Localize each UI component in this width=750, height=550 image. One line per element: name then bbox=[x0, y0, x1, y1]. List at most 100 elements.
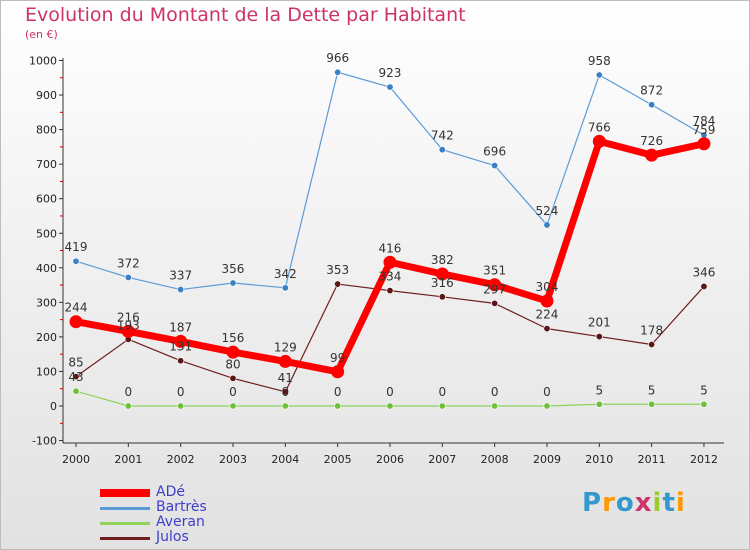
data-label-julos: 224 bbox=[536, 308, 559, 322]
data-label-julos: 201 bbox=[588, 316, 611, 330]
data-point-ade bbox=[331, 365, 345, 379]
data-point-julos bbox=[700, 282, 708, 290]
data-point-bartres bbox=[648, 101, 656, 109]
data-point-ade bbox=[278, 354, 292, 368]
x-tick-label: 2002 bbox=[167, 453, 195, 466]
data-point-ade bbox=[592, 134, 606, 148]
data-point-ade bbox=[540, 294, 554, 308]
data-label-bartres: 958 bbox=[588, 54, 611, 68]
data-label-ade: 726 bbox=[640, 134, 663, 148]
data-label-bartres: 696 bbox=[483, 145, 506, 159]
proxiti-logo: Proxiti bbox=[582, 488, 686, 518]
data-label-julos: 85 bbox=[68, 356, 83, 370]
data-label-ade: 99 bbox=[330, 351, 345, 365]
data-point-averan bbox=[229, 402, 237, 410]
data-point-ade bbox=[697, 137, 711, 151]
data-label-julos: 80 bbox=[225, 357, 240, 371]
data-label-ade: 416 bbox=[379, 241, 402, 255]
data-point-bartres bbox=[386, 83, 394, 91]
data-label-averan: 5 bbox=[648, 383, 656, 397]
data-point-ade bbox=[174, 334, 188, 348]
legend-label-ade: ADé bbox=[156, 484, 185, 500]
y-tick-label: 600 bbox=[36, 193, 57, 206]
data-point-bartres bbox=[229, 279, 237, 287]
y-tick-label: 500 bbox=[36, 227, 57, 240]
chart-title: Evolution du Montant de la Dette par Hab… bbox=[25, 4, 466, 26]
data-label-julos: 297 bbox=[483, 282, 506, 296]
x-tick-label: 2007 bbox=[428, 453, 456, 466]
data-label-julos: 131 bbox=[169, 340, 192, 354]
data-point-julos bbox=[72, 373, 80, 381]
data-point-julos bbox=[543, 325, 551, 333]
legend-swatch-bartres bbox=[100, 506, 150, 510]
data-point-averan bbox=[700, 400, 708, 408]
legend-swatch-julos bbox=[100, 536, 150, 540]
data-label-julos: 316 bbox=[431, 276, 454, 290]
x-tick-label: 2006 bbox=[376, 453, 404, 466]
data-point-ade bbox=[383, 255, 397, 269]
y-tick-label: 200 bbox=[36, 331, 57, 344]
data-point-averan bbox=[386, 402, 394, 410]
y-tick-label: -100 bbox=[32, 435, 57, 448]
legend-label-averan: Averan bbox=[156, 514, 205, 530]
data-label-bartres: 524 bbox=[536, 204, 559, 218]
data-point-bartres bbox=[491, 162, 499, 170]
data-label-bartres: 337 bbox=[169, 269, 192, 283]
data-point-bartres bbox=[281, 284, 289, 292]
legend-swatch-ade bbox=[100, 489, 150, 497]
data-label-averan: 5 bbox=[700, 383, 708, 397]
y-tick-label: 300 bbox=[36, 296, 57, 309]
data-label-ade: 766 bbox=[588, 120, 611, 134]
data-point-bartres bbox=[595, 71, 603, 79]
data-point-julos bbox=[491, 299, 499, 307]
logo-letter: x bbox=[634, 488, 653, 518]
data-point-averan bbox=[648, 400, 656, 408]
data-label-julos: 334 bbox=[379, 270, 402, 284]
data-point-julos bbox=[595, 333, 603, 341]
data-point-julos bbox=[334, 280, 342, 288]
data-label-averan: 0 bbox=[281, 385, 289, 399]
data-point-bartres bbox=[438, 146, 446, 154]
data-point-averan bbox=[124, 402, 132, 410]
data-label-bartres: 784 bbox=[693, 114, 716, 128]
data-point-julos bbox=[386, 287, 394, 295]
y-tick-label: 700 bbox=[36, 158, 57, 171]
data-label-ade: 244 bbox=[65, 301, 88, 315]
data-label-bartres: 372 bbox=[117, 256, 140, 270]
legend-label-julos: Julos bbox=[156, 529, 189, 545]
data-label-ade: 129 bbox=[274, 340, 297, 354]
data-point-bartres bbox=[543, 221, 551, 229]
data-point-ade bbox=[645, 148, 659, 162]
data-label-bartres: 742 bbox=[431, 129, 454, 143]
data-point-julos bbox=[229, 374, 237, 382]
data-point-bartres bbox=[124, 273, 132, 281]
data-label-bartres: 419 bbox=[65, 240, 88, 254]
logo-letter: i bbox=[652, 488, 663, 518]
x-tick-label: 2010 bbox=[585, 453, 613, 466]
data-point-averan bbox=[334, 402, 342, 410]
x-tick-label: 2004 bbox=[271, 453, 299, 466]
data-label-bartres: 342 bbox=[274, 267, 297, 281]
data-label-ade: 216 bbox=[117, 310, 140, 324]
data-label-bartres: 966 bbox=[326, 51, 349, 65]
data-point-julos bbox=[648, 341, 656, 349]
x-tick-label: 2012 bbox=[690, 453, 718, 466]
data-label-averan: 0 bbox=[543, 385, 551, 399]
data-label-averan: 0 bbox=[229, 385, 237, 399]
x-tick-label: 2000 bbox=[62, 453, 90, 466]
data-label-averan: 0 bbox=[438, 385, 446, 399]
x-tick-label: 2008 bbox=[481, 453, 509, 466]
data-point-bartres bbox=[334, 68, 342, 76]
data-label-averan: 0 bbox=[491, 385, 499, 399]
y-tick-label: 400 bbox=[36, 262, 57, 275]
logo-letter: P bbox=[582, 488, 603, 518]
data-label-bartres: 923 bbox=[379, 66, 402, 80]
legend-label-bartres: Bartrès bbox=[156, 499, 207, 515]
data-point-averan bbox=[543, 402, 551, 410]
data-label-averan: 0 bbox=[125, 385, 133, 399]
data-label-bartres: 356 bbox=[222, 262, 245, 276]
data-point-ade bbox=[69, 315, 83, 329]
data-point-ade bbox=[435, 267, 449, 281]
